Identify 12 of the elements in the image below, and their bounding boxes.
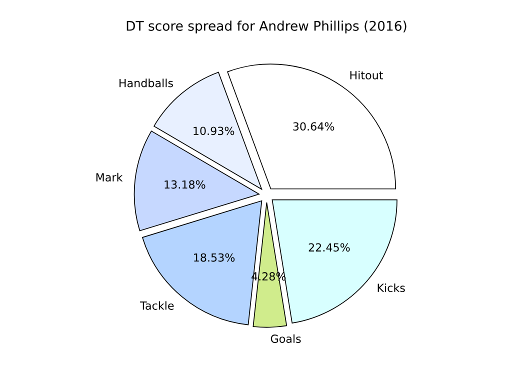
slice-label: Goals bbox=[270, 334, 301, 343]
slice-label: Hitout bbox=[350, 70, 383, 80]
data-label: 18.53% bbox=[194, 253, 235, 262]
chart-title: DT score spread for Andrew Phillips (2016) bbox=[126, 20, 406, 34]
slice-label: Handballs bbox=[120, 78, 173, 88]
slice-label: Tackle bbox=[140, 301, 174, 310]
data-label: 22.45% bbox=[308, 243, 350, 252]
slice-label: Mark bbox=[96, 172, 123, 182]
data-label: 30.64% bbox=[293, 122, 334, 131]
data-label: 10.93% bbox=[194, 126, 234, 136]
slice-label: Kicks bbox=[378, 283, 405, 292]
data-label: 13.18% bbox=[164, 180, 206, 189]
